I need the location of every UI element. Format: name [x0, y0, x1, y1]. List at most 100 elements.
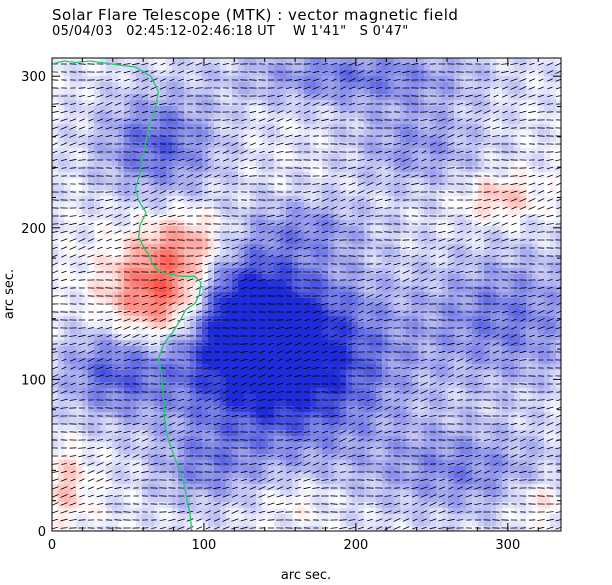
heatmap-cell — [184, 280, 191, 287]
heatmap-cell — [82, 142, 89, 149]
heatmap-cell — [256, 250, 263, 257]
heatmap-cell — [232, 214, 239, 221]
heatmap-cell — [448, 262, 455, 269]
heatmap-cell — [226, 310, 233, 317]
heatmap-cell — [202, 154, 209, 161]
heatmap-cell — [94, 202, 101, 209]
heatmap-cell — [442, 262, 449, 269]
heatmap-cell — [448, 166, 455, 173]
heatmap-cell — [64, 376, 71, 383]
heatmap-cell — [262, 304, 269, 311]
heatmap-cell — [334, 208, 341, 215]
heatmap-cell — [478, 160, 485, 167]
heatmap-cell — [232, 184, 239, 191]
heatmap-cell — [250, 406, 257, 413]
heatmap-cell — [442, 400, 449, 407]
heatmap-cell — [454, 214, 461, 221]
heatmap-cell — [298, 64, 305, 71]
heatmap-cell — [322, 250, 329, 257]
heatmap-cell — [196, 214, 203, 221]
heatmap-cell — [454, 184, 461, 191]
heatmap-cell — [136, 358, 143, 365]
heatmap-cell — [472, 82, 479, 89]
heatmap-cell — [310, 394, 317, 401]
heatmap-cell — [256, 274, 263, 281]
heatmap-cell — [376, 94, 383, 101]
heatmap-cell — [358, 304, 365, 311]
heatmap-cell — [316, 250, 323, 257]
heatmap-cell — [496, 58, 503, 65]
heatmap-cell — [556, 412, 561, 419]
heatmap-cell — [250, 352, 257, 359]
heatmap-cell — [376, 274, 383, 281]
heatmap-cell — [88, 160, 95, 167]
heatmap-cell — [100, 322, 107, 329]
heatmap-cell — [142, 94, 149, 101]
heatmap-cell — [172, 112, 179, 119]
heatmap-cell — [52, 262, 59, 269]
heatmap-cell — [358, 76, 365, 83]
heatmap-cell — [466, 310, 473, 317]
heatmap-cell — [88, 220, 95, 227]
heatmap-cell — [340, 178, 347, 185]
heatmap-cell — [364, 364, 371, 371]
heatmap-cell — [304, 346, 311, 353]
heatmap-cell — [364, 64, 371, 71]
heatmap-cell — [94, 370, 101, 377]
heatmap-cell — [388, 268, 395, 275]
heatmap-cell — [142, 214, 149, 221]
heatmap-cell — [196, 352, 203, 359]
heatmap-cell — [160, 412, 167, 419]
heatmap-cell — [448, 376, 455, 383]
heatmap-cell — [436, 310, 443, 317]
heatmap-cell — [346, 256, 353, 263]
heatmap-cell — [58, 310, 65, 317]
heatmap-cell — [250, 154, 257, 161]
heatmap-cell — [280, 238, 287, 245]
heatmap-cell — [154, 166, 161, 173]
heatmap-cell — [388, 88, 395, 95]
heatmap-cell — [490, 388, 497, 395]
heatmap-cell — [262, 220, 269, 227]
heatmap-cell — [442, 274, 449, 281]
heatmap-cell — [70, 100, 77, 107]
heatmap-cell — [442, 268, 449, 275]
heatmap-cell — [58, 274, 65, 281]
heatmap-cell — [538, 298, 545, 305]
heatmap-cell — [106, 184, 113, 191]
heatmap-cell — [526, 292, 533, 299]
heatmap-cell — [178, 346, 185, 353]
heatmap-cell — [148, 406, 155, 413]
heatmap-cell — [178, 130, 185, 137]
heatmap-cell — [322, 298, 329, 305]
heatmap-cell — [448, 286, 455, 293]
heatmap-cell — [556, 256, 561, 263]
heatmap-cell — [514, 94, 521, 101]
heatmap-cell — [52, 256, 59, 263]
heatmap-cell — [556, 106, 561, 113]
heatmap-cell — [478, 418, 485, 425]
heatmap-cell — [352, 346, 359, 353]
heatmap-cell — [88, 82, 95, 89]
heatmap-cell — [232, 352, 239, 359]
heatmap-cell — [508, 124, 515, 131]
heatmap-cell — [220, 112, 227, 119]
heatmap-cell — [532, 148, 539, 155]
heatmap-cell — [376, 382, 383, 389]
heatmap-cell — [358, 244, 365, 251]
heatmap-cell — [166, 112, 173, 119]
heatmap-cell — [124, 124, 131, 131]
heatmap-cell — [154, 106, 161, 113]
heatmap-cell — [274, 286, 281, 293]
heatmap-cell — [124, 100, 131, 107]
heatmap-cell — [520, 64, 527, 71]
heatmap-cell — [64, 358, 71, 365]
heatmap-cell — [208, 70, 215, 77]
heatmap-cell — [130, 112, 137, 119]
heatmap-cell — [94, 208, 101, 215]
heatmap-cell — [412, 220, 419, 227]
heatmap-cell — [250, 310, 257, 317]
heatmap-cell — [280, 406, 287, 413]
heatmap-cell — [202, 238, 209, 245]
heatmap-cell — [328, 388, 335, 395]
